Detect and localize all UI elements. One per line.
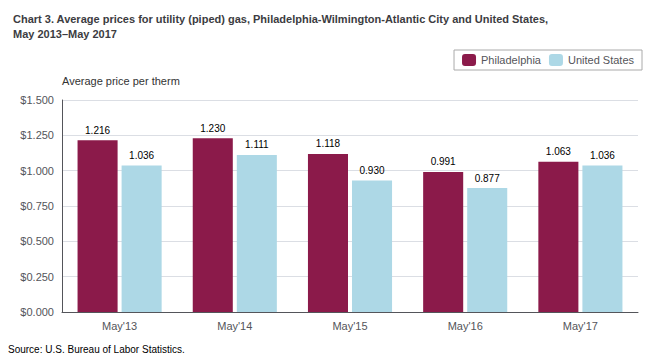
svg-text:Philadelphia: Philadelphia: [481, 54, 542, 66]
svg-text:$0.750: $0.750: [20, 200, 54, 212]
svg-text:0.877: 0.877: [475, 173, 500, 184]
svg-text:1.036: 1.036: [590, 150, 615, 161]
svg-text:May'15: May'15: [332, 320, 367, 332]
svg-text:1.118: 1.118: [316, 138, 341, 149]
svg-text:$0.500: $0.500: [20, 235, 54, 247]
svg-text:May'16: May'16: [448, 320, 483, 332]
svg-text:1.216: 1.216: [85, 125, 110, 136]
svg-text:Average price per therm: Average price per therm: [62, 75, 180, 87]
svg-text:United States: United States: [568, 54, 635, 66]
svg-text:1.036: 1.036: [129, 150, 154, 161]
svg-text:Source: U.S. Bureau of Labor S: Source: U.S. Bureau of Labor Statistics.: [8, 344, 185, 355]
svg-text:1.230: 1.230: [200, 123, 225, 134]
svg-text:May'14: May'14: [217, 320, 252, 332]
svg-text:0.991: 0.991: [431, 156, 456, 167]
svg-text:$1.250: $1.250: [20, 129, 54, 141]
svg-text:Chart 3. Average prices for ut: Chart 3. Average prices for utility (pip…: [13, 13, 548, 25]
svg-text:$0.250: $0.250: [20, 271, 54, 283]
svg-text:1.063: 1.063: [546, 146, 571, 157]
svg-text:$0.000: $0.000: [20, 306, 54, 318]
svg-text:$1.000: $1.000: [20, 165, 54, 177]
svg-text:$1.500: $1.500: [20, 94, 54, 106]
svg-text:0.930: 0.930: [360, 165, 385, 176]
svg-text:May 2013–May 2017: May 2013–May 2017: [13, 28, 117, 40]
svg-text:1.111: 1.111: [245, 139, 269, 150]
svg-text:May'17: May'17: [563, 320, 598, 332]
svg-text:May'13: May'13: [102, 320, 137, 332]
